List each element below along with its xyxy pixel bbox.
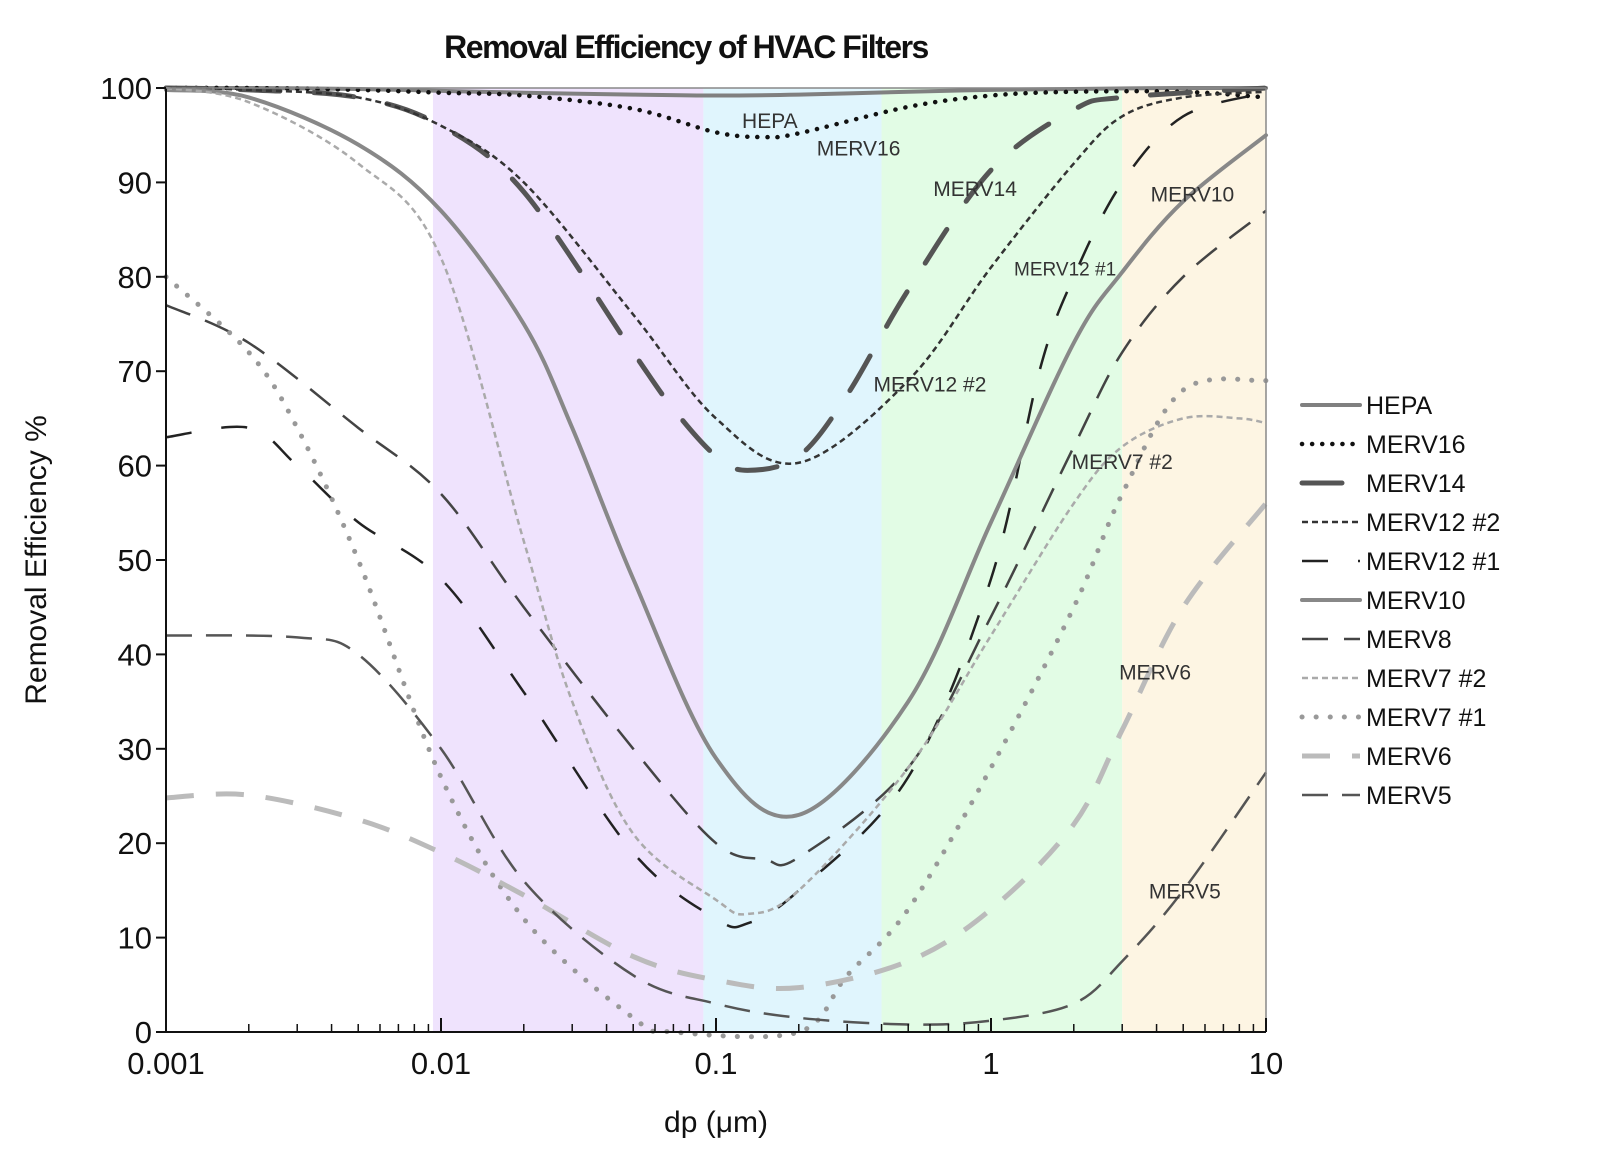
y-axis-label: Removal Efficiency % [20, 415, 53, 705]
y-tick-label: 70 [118, 354, 152, 389]
axes: 0 10 20 30 40 50 60 70 80 90 100 0.001 0.01 0.1 1 10 [100, 71, 1283, 1081]
series-line-merv7-1 [163, 274, 1269, 1040]
curve-labels: HEPA MERV16 MERV14 MERV12 #1 MERV10 MERV12 #2… [742, 110, 1234, 903]
y-tick-label: 100 [100, 71, 152, 106]
curve-label: MERV12 #2 [874, 373, 987, 396]
y-tick-label: 90 [118, 165, 152, 200]
y-tick-label: 30 [118, 732, 152, 767]
series-line-merv7-2 [165, 86, 1267, 916]
legend-label: MERV16 [1366, 431, 1466, 459]
legend-label: MERV7 #1 [1366, 704, 1486, 732]
y-tick-label: 20 [118, 826, 152, 861]
y-tick-label: 40 [118, 637, 152, 672]
series-lines [163, 85, 1269, 1040]
particle-size-bands [432, 88, 1266, 1032]
series-line-merv5 [165, 634, 1268, 1026]
series-line-merv12-1 [165, 91, 1267, 929]
legend-label: HEPA [1366, 392, 1433, 420]
x-tick-label: 0.1 [694, 1046, 737, 1081]
curve-label: MERV14 [933, 178, 1017, 201]
series-line-merv10 [164, 87, 1268, 819]
curve-label: HEPA [742, 110, 798, 133]
legend-label: MERV5 [1366, 782, 1452, 810]
curve-label: MERV16 [817, 137, 901, 160]
size-band [881, 88, 1123, 1032]
size-band [432, 88, 704, 1032]
legend-label: MERV6 [1366, 743, 1452, 771]
legend-label: MERV7 #2 [1366, 665, 1486, 693]
series-line-merv12-2 [165, 86, 1267, 465]
legend: HEPA MERV16 MERV14 MERV12 #2 MERV12 #1 MERV10… [1299, 392, 1500, 810]
x-axis-label: dp (μm) [664, 1106, 768, 1139]
y-tick-label: 60 [118, 449, 152, 484]
y-tick-label: 50 [118, 543, 152, 578]
series-line-merv6 [165, 501, 1268, 992]
curve-label: MERV7 #2 [1072, 451, 1173, 474]
x-tick-label: 0.001 [127, 1046, 205, 1081]
legend-label: MERV14 [1366, 470, 1466, 498]
series-line-merv8 [165, 209, 1267, 867]
x-tick-label: 1 [982, 1046, 999, 1081]
size-band [703, 88, 882, 1032]
legend-label: MERV12 #1 [1366, 548, 1500, 576]
y-tick-label: 80 [118, 260, 152, 295]
legend-label: MERV8 [1366, 626, 1452, 654]
curve-label: MERV10 [1151, 184, 1235, 207]
y-tick-label: 10 [118, 921, 152, 956]
curve-label: MERV12 #1 [1014, 259, 1116, 280]
series-line-merv16 [163, 85, 1269, 140]
curve-label: MERV5 [1149, 880, 1221, 903]
x-tick-label: 0.01 [411, 1046, 471, 1081]
chart-title: Removal Efficiency of HVAC Filters [444, 29, 928, 65]
legend-label: MERV10 [1366, 587, 1466, 615]
curve-label: MERV6 [1119, 661, 1191, 684]
y-tick-label: 0 [135, 1015, 152, 1050]
x-tick-label: 10 [1249, 1046, 1283, 1081]
legend-label: MERV12 #2 [1366, 509, 1500, 537]
